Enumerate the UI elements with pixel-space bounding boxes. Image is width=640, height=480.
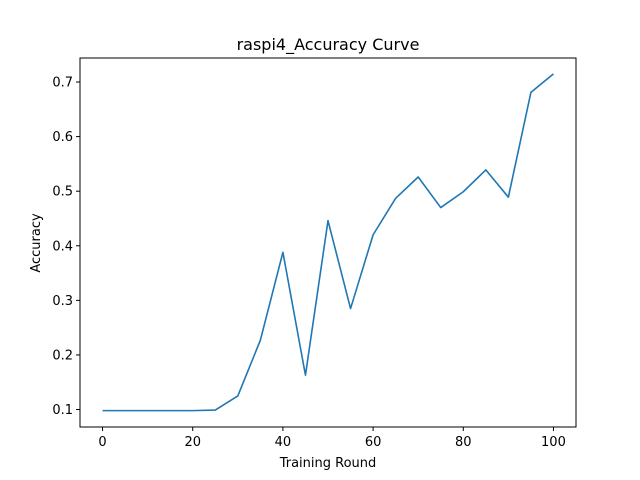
axes-frame bbox=[79, 57, 577, 428]
y-tick-label: 0.7 bbox=[52, 76, 73, 91]
x-axis: 0 20 40 60 80 100 bbox=[98, 427, 566, 450]
x-tick-label: 100 bbox=[541, 435, 566, 450]
plot-area bbox=[79, 57, 577, 428]
y-axis-label: Accuracy bbox=[29, 213, 44, 273]
x-tick-label: 60 bbox=[365, 435, 382, 450]
y-tick-label: 0.1 bbox=[52, 403, 73, 418]
series-layer bbox=[102, 73, 554, 412]
chart-title: raspi4_Accuracy Curve bbox=[237, 35, 420, 55]
y-axis: 0.1 0.2 0.3 0.4 0.5 0.6 0.7 bbox=[52, 76, 80, 418]
x-tick-label: 0 bbox=[98, 435, 106, 450]
series-line bbox=[102, 73, 554, 412]
y-tick-label: 0.5 bbox=[52, 185, 73, 200]
y-tick-label: 0.3 bbox=[52, 294, 73, 309]
y-tick-label: 0.6 bbox=[52, 130, 73, 145]
x-tick-label: 20 bbox=[184, 435, 201, 450]
y-tick-label: 0.2 bbox=[52, 348, 73, 363]
x-tick-label: 40 bbox=[275, 435, 292, 450]
y-tick-label: 0.4 bbox=[52, 239, 73, 254]
x-axis-label: Training Round bbox=[279, 456, 377, 471]
x-tick-label: 80 bbox=[455, 435, 472, 450]
